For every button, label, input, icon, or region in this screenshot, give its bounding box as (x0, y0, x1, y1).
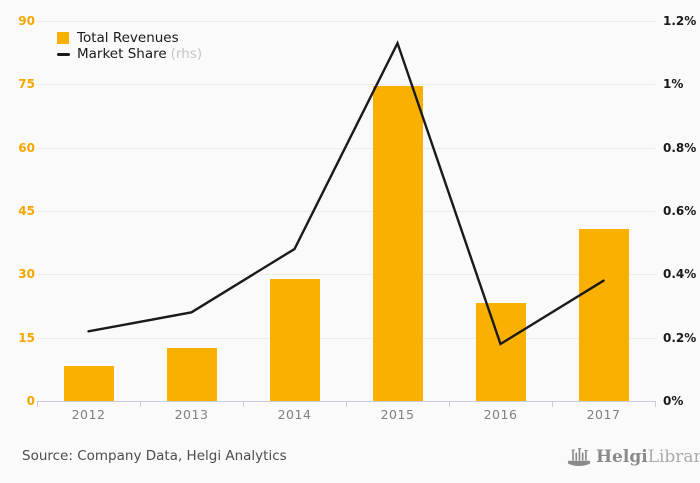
x-axis-tick (449, 401, 450, 407)
right-axis-tick-label: 1% (663, 77, 684, 92)
x-axis-label-2016: 2016 (483, 407, 518, 422)
logo-text-library: Library. (647, 447, 700, 467)
revenue-bar-2013[interactable] (166, 348, 217, 401)
revenue-bar-2014[interactable] (269, 278, 320, 401)
gridline (37, 211, 655, 212)
x-axis-tick (346, 401, 347, 407)
left-axis-tick-label: 75 (18, 77, 35, 92)
right-axis-tick-label: 0.4% (663, 267, 697, 282)
gridline (37, 21, 655, 22)
revenue-bar-2012[interactable] (63, 365, 114, 401)
revenue-bar-2015[interactable] (372, 86, 423, 401)
gridline (37, 84, 655, 86)
left-axis-tick-label: 60 (18, 140, 35, 155)
left-axis-tick-label: 45 (18, 204, 35, 218)
legend: Total Revenues Market Share (rhs) (57, 30, 202, 62)
legend-axis-hint: (rhs) (170, 46, 203, 62)
source-text: Source: Company Data, Helgi Analytics (22, 448, 287, 464)
x-axis-label-2013: 2013 (174, 407, 209, 422)
left-axis-tick-label: 30 (18, 267, 35, 282)
x-axis-tick (37, 401, 38, 407)
left-axis-tick-label: 90 (18, 14, 35, 28)
plot-area (37, 21, 655, 401)
x-axis-tick (552, 401, 553, 407)
right-axis-tick-label: 0.6% (663, 204, 697, 218)
left-axis-tick-label: 15 (18, 330, 35, 345)
revenue-bar-2017[interactable] (578, 229, 629, 401)
right-axis-tick-label: 0.8% (663, 140, 697, 155)
logo-text-helgi: Helgi (596, 447, 648, 467)
line-swatch-icon (57, 52, 70, 56)
x-axis-label-2012: 2012 (71, 407, 106, 422)
right-axis-tick-label: 1.2% (663, 14, 697, 28)
x-axis-label-2017: 2017 (586, 407, 621, 422)
gridline (37, 337, 655, 339)
gridline (37, 274, 655, 276)
left-axis-tick-label: 0 (26, 394, 35, 408)
market-share-line (87, 40, 605, 346)
x-axis-tick (243, 401, 244, 407)
legend-label: Total Revenues (77, 30, 179, 46)
right-axis-tick-label: 0.2% (663, 330, 697, 345)
logo-text: HelgiLibrary. (596, 445, 700, 469)
x-axis-label-2014: 2014 (277, 407, 312, 422)
legend-item-total-revenues[interactable]: Total Revenues (57, 30, 202, 46)
legend-label: Market Share (77, 46, 167, 62)
helgi-library-logo[interactable]: HelgiLibrary. (567, 445, 700, 469)
x-axis-tick (655, 401, 656, 407)
revenue-bar-2016[interactable] (475, 303, 526, 401)
helgi-boat-icon (567, 446, 591, 469)
legend-item-market-share[interactable]: Market Share (rhs) (57, 46, 202, 62)
right-axis-tick-label: 0% (663, 394, 684, 408)
x-axis-label-2015: 2015 (380, 407, 415, 422)
bar-swatch-icon (57, 32, 69, 44)
x-axis-tick (140, 401, 141, 407)
line-series (87, 40, 605, 346)
